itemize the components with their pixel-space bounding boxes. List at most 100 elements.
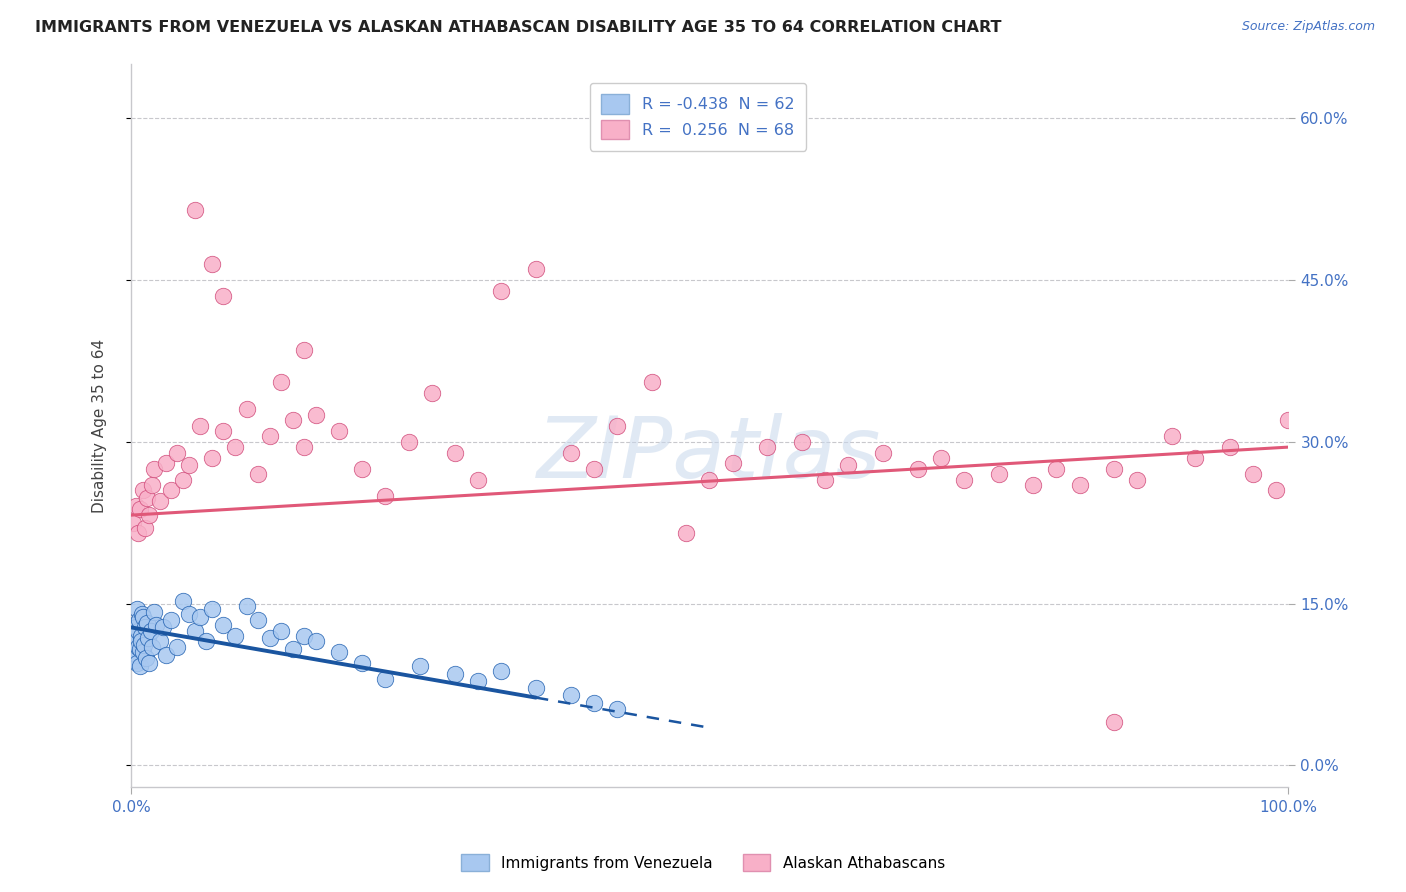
Point [141,640,163,654]
Point [224,440,246,454]
Point [374,672,396,686]
Point [444,666,467,681]
Point [195,634,218,648]
Point [270,624,292,638]
Point [328,645,350,659]
Point [259,429,281,443]
Point [212,618,235,632]
Point [756,440,779,454]
Point [138,656,160,670]
Point [1045,461,1067,475]
Point [139,624,162,638]
Point [143,461,166,475]
Point [374,489,396,503]
Point [124,653,146,667]
Legend: R = -0.438  N = 62, R =  0.256  N = 68: R = -0.438 N = 62, R = 0.256 N = 68 [589,83,806,151]
Point [121,642,143,657]
Point [294,440,316,454]
Point [560,445,582,459]
Point [136,491,159,505]
Point [409,659,432,673]
Point [129,659,152,673]
Point [145,618,167,632]
Point [294,343,316,357]
Point [524,262,547,277]
Point [212,424,235,438]
Text: IMMIGRANTS FROM VENEZUELA VS ALASKAN ATHABASCAN DISABILITY AGE 35 TO 64 CORRELAT: IMMIGRANTS FROM VENEZUELA VS ALASKAN ATH… [35,20,1001,35]
Point [235,599,257,613]
Point [675,526,697,541]
Point [127,526,149,541]
Point [132,638,155,652]
Point [149,494,172,508]
Point [305,634,328,648]
Point [143,605,166,619]
Point [524,681,547,695]
Point [1126,473,1149,487]
Point [136,615,159,630]
Point [125,602,148,616]
Point [259,631,281,645]
Point [127,656,149,670]
Point [188,609,211,624]
Point [188,418,211,433]
Point [247,467,270,482]
Point [1022,478,1045,492]
Point [127,624,149,638]
Point [134,521,156,535]
Point [183,202,205,217]
Point [1104,461,1126,475]
Point [138,508,160,522]
Point [122,645,145,659]
Point [131,609,153,624]
Point [721,456,744,470]
Point [131,645,153,659]
Point [166,640,188,654]
Point [489,284,512,298]
Point [560,689,582,703]
Point [235,402,257,417]
Point [121,634,143,648]
Point [606,418,628,433]
Point [124,500,146,514]
Point [124,618,146,632]
Point [420,386,443,401]
Point [907,461,929,475]
Point [124,631,146,645]
Point [444,445,467,459]
Point [398,434,420,449]
Point [872,445,894,459]
Point [122,516,145,530]
Point [172,594,194,608]
Point [987,467,1010,482]
Point [281,642,304,657]
Point [136,631,159,645]
Point [177,607,200,622]
Point [177,458,200,473]
Point [128,613,150,627]
Point [606,702,628,716]
Point [155,456,177,470]
Point [183,624,205,638]
Point [328,424,350,438]
Point [131,607,153,622]
Point [467,473,489,487]
Point [247,613,270,627]
Point [125,648,148,663]
Point [129,501,152,516]
Point [201,602,224,616]
Point [352,656,374,670]
Point [582,461,605,475]
Point [582,696,605,710]
Point [129,629,152,643]
Point [1219,440,1241,454]
Point [1069,478,1091,492]
Point [1265,483,1288,498]
Point [172,473,194,487]
Point [149,634,172,648]
Point [201,257,224,271]
Point [953,473,976,487]
Point [160,483,183,498]
Legend: Immigrants from Venezuela, Alaskan Athabascans: Immigrants from Venezuela, Alaskan Athab… [456,848,950,877]
Point [489,664,512,678]
